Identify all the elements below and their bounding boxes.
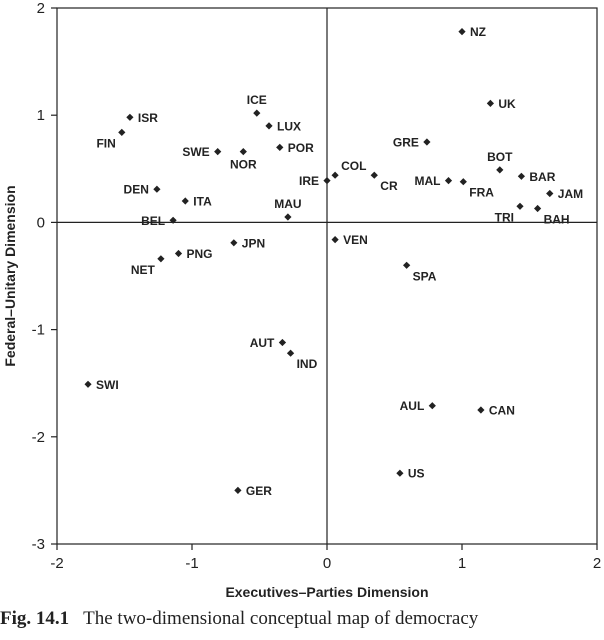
data-point-cr (370, 171, 378, 179)
point-label-ice: ICE (247, 93, 267, 107)
data-point-swi (84, 380, 92, 388)
data-point-nz (458, 28, 466, 36)
data-point-aul (428, 402, 436, 410)
data-point-jam (546, 189, 554, 198)
data-point-fra (459, 178, 467, 186)
y-tick-label: 1 (37, 107, 45, 124)
data-point-ice (253, 109, 261, 117)
data-point-ger (234, 486, 242, 494)
data-points: NZ UK ISR FIN ICE LUX SWE NOR POR GRE BOT COL IRE CR M… (84, 25, 583, 498)
y-tick-label: -1 (32, 322, 45, 339)
scatter-chart: -2 -1 0 1 2 2 1 0 -1 -2 -3 NZ UK ISR FIN ICE LUX SWE NOR P… (2, 0, 602, 600)
data-point-swe (214, 148, 222, 156)
point-label-col: COL (341, 159, 366, 173)
data-point-us (396, 469, 404, 477)
point-label-bel: BEL (141, 214, 165, 228)
data-point-uk (486, 99, 494, 107)
point-label-can: CAN (489, 404, 515, 418)
point-label-gre: GRE (393, 136, 419, 150)
data-point-por (276, 143, 284, 151)
data-point-png (174, 249, 183, 258)
point-label-swi: SWI (96, 378, 119, 392)
data-point-isr (126, 113, 134, 121)
reference-lines (57, 8, 597, 544)
x-tick-label: -2 (50, 555, 63, 572)
axis-ticks: -2 -1 0 1 2 2 1 0 -1 -2 -3 (32, 0, 602, 572)
data-point-bot (496, 166, 504, 174)
point-label-bah: BAH (544, 213, 570, 227)
point-label-bot: BOT (487, 150, 513, 164)
data-point-mal (444, 177, 453, 185)
y-tick-label: -2 (32, 429, 45, 446)
point-label-ita: ITA (193, 195, 212, 209)
y-tick-label: -3 (32, 536, 45, 553)
point-label-aul: AUL (400, 399, 425, 413)
data-point-nor (239, 148, 247, 156)
point-label-isr: ISR (138, 111, 158, 125)
data-point-bah (534, 204, 542, 213)
point-label-nor: NOR (230, 158, 257, 172)
point-label-jam: JAM (558, 187, 583, 201)
x-tick-label: 1 (458, 555, 466, 572)
y-axis-title: Federal–Unitary Dimension (2, 185, 18, 366)
figure-caption: Fig. 14.1 The two-dimensional conceptual … (0, 608, 604, 630)
point-label-por: POR (288, 141, 314, 155)
point-label-tri: TRI (495, 210, 514, 224)
data-point-col (331, 171, 339, 179)
data-point-ire (323, 177, 331, 185)
data-point-ita (181, 197, 189, 205)
caption-text: The two-dimensional conceptual map of de… (83, 608, 479, 629)
point-label-lux: LUX (277, 119, 301, 133)
data-point-can (477, 406, 485, 414)
data-point-aut (278, 338, 287, 347)
data-point-bel (169, 216, 177, 224)
point-label-us: US (408, 467, 425, 481)
y-tick-label: 2 (37, 0, 45, 17)
point-label-jpn: JPN (242, 236, 265, 250)
point-label-ind: IND (297, 357, 318, 371)
data-point-bar (517, 172, 525, 180)
point-label-fin: FIN (96, 136, 115, 150)
data-point-ind (286, 349, 295, 357)
x-tick-label: 0 (323, 555, 331, 572)
point-label-net: NET (131, 263, 156, 277)
point-label-aut: AUT (250, 336, 275, 350)
point-label-bar: BAR (529, 170, 555, 184)
point-label-nz: NZ (470, 25, 486, 39)
data-point-gre (423, 138, 431, 146)
data-point-tri (516, 202, 524, 210)
point-label-uk: UK (498, 97, 516, 111)
x-tick-label: -1 (185, 555, 198, 572)
point-label-swe: SWE (182, 145, 209, 159)
figure-number: Fig. 14.1 (0, 608, 70, 629)
y-tick-label: 0 (37, 214, 45, 231)
point-label-ven: VEN (343, 233, 368, 247)
point-label-den: DEN (124, 183, 149, 197)
data-point-jpn (230, 239, 238, 247)
data-point-den (153, 185, 161, 193)
data-point-mau (284, 213, 292, 221)
x-tick-label: 2 (593, 555, 601, 572)
point-label-png: PNG (187, 247, 213, 261)
data-point-lux (265, 122, 273, 130)
point-label-ger: GER (246, 484, 272, 498)
point-label-mau: MAU (274, 197, 301, 211)
point-label-mal: MAL (415, 174, 441, 188)
point-label-spa: SPA (413, 269, 437, 283)
x-axis-title: Executives–Parties Dimension (225, 584, 428, 600)
point-label-cr: CR (380, 179, 398, 193)
data-point-net (157, 255, 165, 263)
data-point-fin (118, 128, 126, 136)
data-point-ven (331, 236, 339, 244)
data-point-spa (403, 261, 411, 269)
point-label-ire: IRE (299, 174, 319, 188)
point-label-fra: FRA (469, 186, 494, 200)
